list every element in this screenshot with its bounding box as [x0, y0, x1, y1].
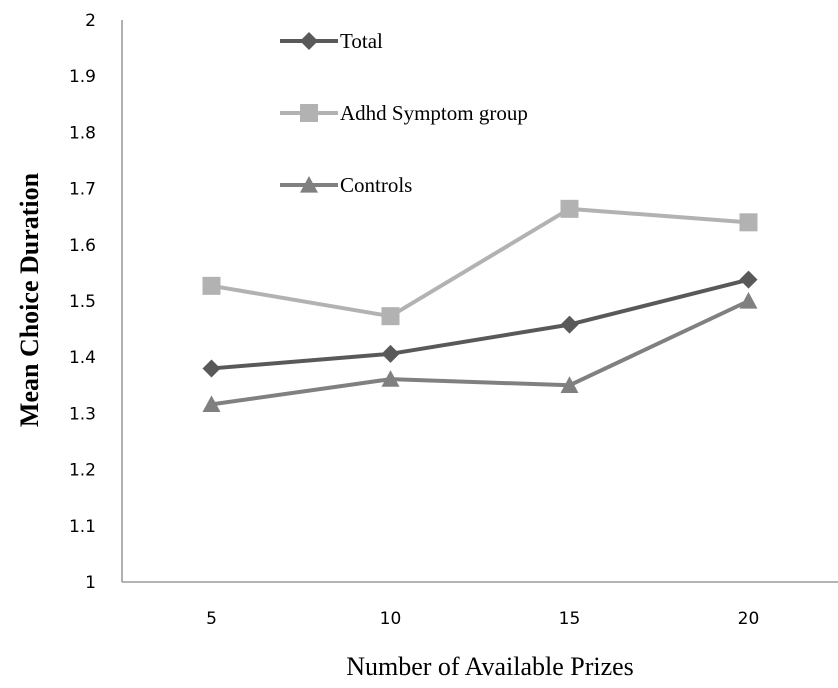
y-tick-label: 2 — [85, 11, 96, 31]
x-tick-label: 5 — [206, 609, 217, 629]
y-tick-label: 1.2 — [69, 461, 96, 481]
data-point — [560, 376, 579, 393]
x-axis-title: Number of Available Prizes — [346, 652, 634, 681]
x-tick-label: 10 — [380, 609, 402, 629]
y-tick-label: 1.5 — [69, 292, 96, 312]
legend-marker — [300, 176, 318, 193]
data-point — [202, 276, 221, 295]
data-point — [739, 213, 758, 232]
legend: Total Adhd Symptom group Controls — [280, 29, 528, 197]
legend-item: Total — [280, 29, 383, 53]
data-point — [202, 395, 221, 413]
legend-label: Total — [340, 29, 383, 53]
x-axis: 5 10 15 20 — [122, 581, 838, 629]
series-layer — [202, 199, 758, 413]
series-total — [202, 270, 758, 378]
legend-label: Adhd Symptom group — [340, 101, 528, 125]
y-tick-label: 1.4 — [69, 348, 96, 368]
series-adhd-symptom-group — [202, 199, 758, 326]
data-point — [202, 359, 221, 378]
y-tick-label: 1.6 — [69, 236, 96, 256]
data-point — [739, 292, 758, 309]
y-tick-label: 1.9 — [69, 67, 96, 87]
data-point — [381, 370, 400, 387]
x-tick-label: 20 — [738, 609, 760, 629]
y-tick-label: 1.3 — [69, 404, 96, 424]
series-line — [211, 277, 749, 371]
y-tick-label: 1 — [85, 573, 96, 593]
series-controls — [202, 292, 758, 413]
data-point — [739, 270, 758, 289]
data-point — [381, 307, 400, 326]
legend-marker — [300, 32, 318, 50]
series-line — [211, 206, 749, 319]
data-point — [381, 344, 400, 363]
legend-marker — [300, 104, 318, 122]
data-point — [560, 199, 579, 218]
y-axis-title: Mean Choice Duration — [15, 172, 44, 427]
legend-label: Controls — [340, 173, 412, 197]
y-tick-label: 1.8 — [69, 123, 96, 143]
y-tick-label: 1.1 — [69, 517, 96, 537]
legend-item: Adhd Symptom group — [280, 101, 528, 125]
y-axis: 1 1.1 1.2 1.3 1.4 1.5 1.6 1.7 1.8 1.9 2 — [69, 11, 123, 593]
y-tick-label: 1.7 — [69, 180, 96, 200]
data-point — [560, 315, 579, 334]
legend-item: Controls — [280, 173, 412, 197]
series-line — [211, 299, 750, 407]
x-tick-label: 15 — [559, 609, 581, 629]
